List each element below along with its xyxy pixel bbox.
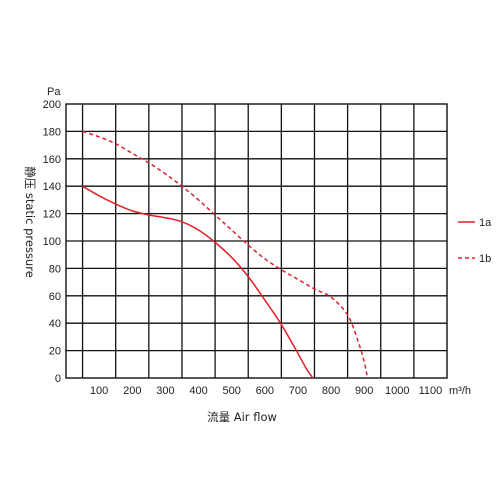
series-line-1a [82, 185, 314, 379]
x-tick-label: 1100 [419, 385, 443, 397]
legend-label-1b: 1b [479, 253, 491, 265]
y-axis-title: 静压 static pressure [23, 166, 37, 278]
series-lines [82, 130, 369, 379]
x-tick-label: 900 [355, 385, 373, 397]
series-line-1b [82, 130, 369, 379]
x-axis-title: 流量 Air flow [207, 410, 277, 424]
y-tick-label: 180 [43, 126, 61, 138]
tick-labels: 0 20 40 60 80 100 120 140 160 180 200 100 200 300 400 5… [43, 99, 443, 397]
legend: 1a 1b [458, 217, 492, 265]
x-tick-label: 1000 [385, 385, 409, 397]
x-tick-label: 400 [189, 385, 207, 397]
y-tick-label: 100 [43, 236, 61, 248]
grid [65, 103, 448, 379]
y-tick-label: 40 [49, 318, 61, 330]
y-tick-label: 160 [43, 154, 61, 166]
x-tick-label: 600 [256, 385, 274, 397]
legend-label-1a: 1a [479, 217, 492, 229]
x-tick-label: 200 [123, 385, 141, 397]
x-tick-label: 800 [322, 385, 340, 397]
x-tick-label: 700 [289, 385, 307, 397]
y-tick-label: 140 [43, 181, 61, 193]
x-tick-label: 500 [222, 385, 240, 397]
x-axis-unit: m³/h [449, 385, 471, 397]
x-tick-label: 100 [90, 385, 108, 397]
x-tick-label: 300 [156, 385, 174, 397]
y-tick-label: 0 [55, 373, 61, 385]
y-tick-label: 60 [49, 291, 61, 303]
y-tick-label: 80 [49, 263, 61, 275]
y-tick-label: 120 [43, 209, 61, 221]
y-tick-label: 20 [49, 346, 61, 358]
y-tick-label: 200 [43, 99, 61, 111]
y-axis-unit: Pa [47, 86, 61, 98]
